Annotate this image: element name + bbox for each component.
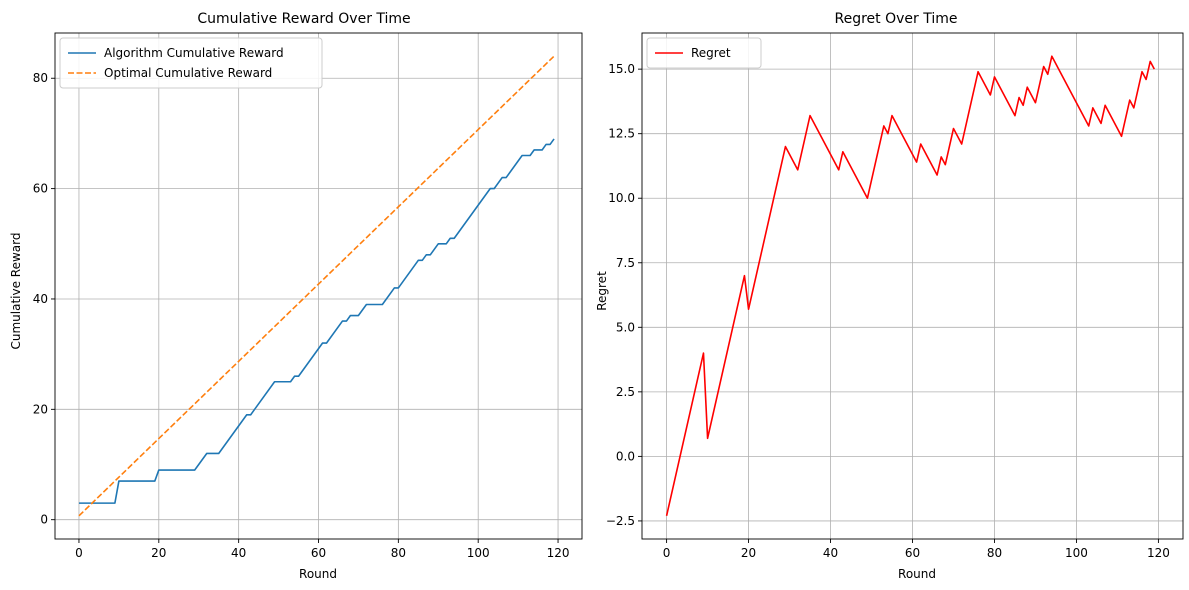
cumulative-reward-xtick-label: 0 bbox=[75, 546, 83, 560]
regret-xlabel: Round bbox=[898, 567, 936, 581]
cumulative-reward-ytick-label: 20 bbox=[33, 402, 48, 416]
regret-xtick-label: 80 bbox=[987, 546, 1002, 560]
cumulative-reward-xtick-label: 120 bbox=[547, 546, 570, 560]
cumulative-reward-xtick-label: 20 bbox=[151, 546, 166, 560]
cumulative-reward-series-line-0 bbox=[78, 138, 555, 504]
regret-ytick-label: 5.0 bbox=[616, 320, 635, 334]
regret-title: Regret Over Time bbox=[835, 11, 958, 27]
regret-xtick-label: 20 bbox=[741, 546, 756, 560]
cumulative-reward-xtick-label: 60 bbox=[311, 546, 326, 560]
regret-xtick-label: 60 bbox=[905, 546, 920, 560]
regret-ytick-label: 7.5 bbox=[616, 256, 635, 270]
cumulative-reward-ytick-label: 60 bbox=[33, 182, 48, 196]
cumulative-reward-xlabel: Round bbox=[299, 567, 337, 581]
regret-xtick-label: 100 bbox=[1065, 546, 1088, 560]
cumulative-reward-ytick-label: 40 bbox=[33, 292, 48, 306]
cumulative-reward-title: Cumulative Reward Over Time bbox=[197, 11, 410, 27]
regret-ytick-label: 2.5 bbox=[616, 385, 635, 399]
regret-xtick-label: 0 bbox=[663, 546, 671, 560]
regret-ytick-label: 0.0 bbox=[616, 449, 635, 463]
cumulative-reward-ytick-label: 0 bbox=[40, 513, 48, 527]
cumulative-reward-xtick-label: 100 bbox=[467, 546, 490, 560]
cumulative-reward-series-line-1 bbox=[78, 55, 555, 517]
regret-ytick-label: 12.5 bbox=[608, 127, 635, 141]
regret-xtick-label: 40 bbox=[823, 546, 838, 560]
cumulative-reward-panel: Cumulative Reward Over Time Round Cumula… bbox=[9, 11, 583, 581]
regret-panel: Regret Over Time Round Regret 0 20 40 60 80 1… bbox=[595, 11, 1184, 581]
cumulative-reward-legend-label-0: Algorithm Cumulative Reward bbox=[104, 46, 284, 60]
regret-series-line-0 bbox=[665, 55, 1156, 516]
regret-ytick-label: 10.0 bbox=[608, 191, 635, 205]
cumulative-reward-xtick-label: 80 bbox=[391, 546, 406, 560]
regret-xtick-label: 120 bbox=[1147, 546, 1170, 560]
cumulative-reward-ytick-label: 80 bbox=[33, 71, 48, 85]
cumulative-reward-legend-label-1: Optimal Cumulative Reward bbox=[104, 66, 272, 80]
cumulative-reward-xtick-label: 40 bbox=[231, 546, 246, 560]
regret-ytick-label: −2.5 bbox=[606, 514, 635, 528]
cumulative-reward-legend-box bbox=[59, 37, 323, 89]
regret-ytick-label: 15.0 bbox=[608, 62, 635, 76]
regret-ylabel: Regret bbox=[595, 271, 609, 311]
regret-legend-box bbox=[646, 37, 762, 69]
cumulative-reward-ylabel: Cumulative Reward bbox=[9, 233, 23, 350]
regret-legend-label-0: Regret bbox=[691, 46, 731, 60]
